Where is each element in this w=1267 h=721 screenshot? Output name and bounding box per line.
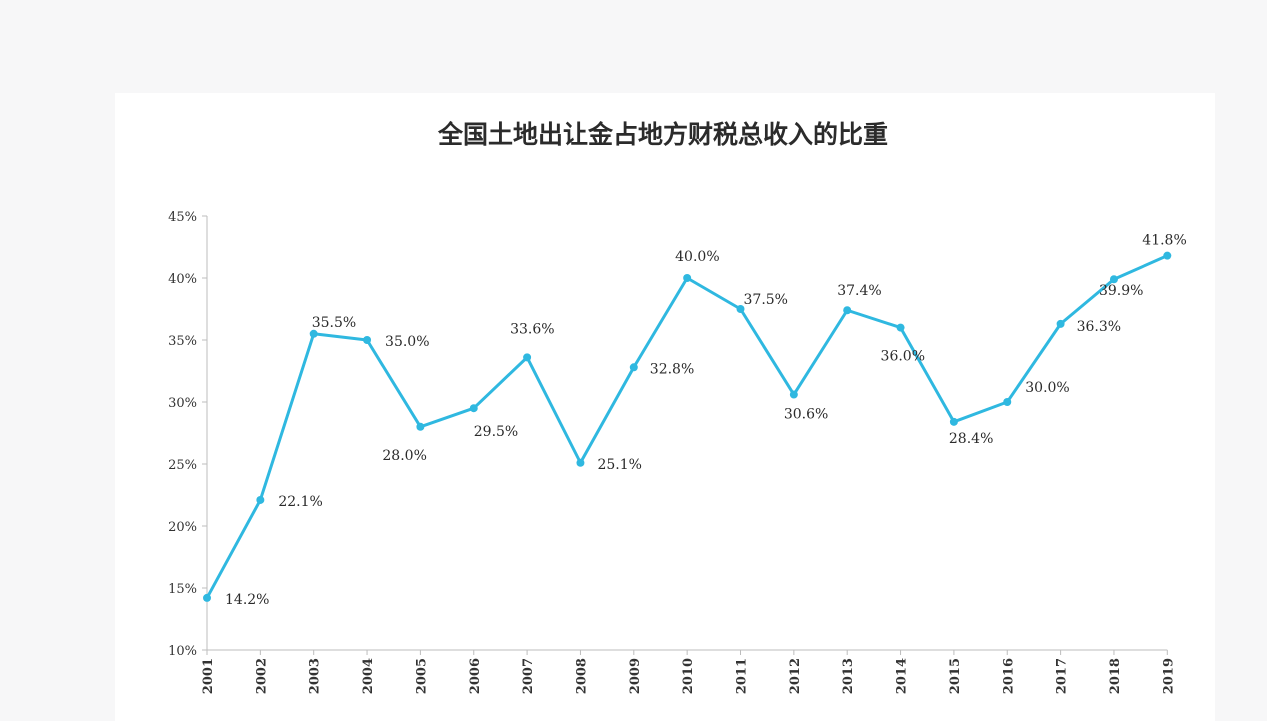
x-tick-label: 2018 bbox=[1108, 658, 1123, 694]
y-tick-label: 40% bbox=[168, 272, 197, 287]
x-tick-label: 2001 bbox=[201, 658, 216, 694]
x-tick-label: 2004 bbox=[361, 658, 376, 694]
data-label: 35.5% bbox=[312, 315, 356, 331]
data-label: 39.9% bbox=[1099, 283, 1143, 299]
x-tick-label: 2011 bbox=[735, 658, 750, 694]
data-label: 33.6% bbox=[510, 321, 554, 337]
data-label: 36.3% bbox=[1077, 319, 1121, 335]
data-point bbox=[843, 306, 852, 315]
data-label: 28.4% bbox=[949, 431, 993, 447]
chart-panel bbox=[115, 93, 1215, 721]
x-tick-label: 2014 bbox=[895, 658, 910, 694]
series-group bbox=[203, 251, 1172, 602]
y-tick-label: 45% bbox=[168, 210, 197, 225]
x-tick-label: 2003 bbox=[308, 658, 323, 694]
y-tick-label: 30% bbox=[168, 396, 197, 411]
data-point bbox=[363, 336, 372, 344]
x-tick-label: 2007 bbox=[521, 658, 536, 694]
data-point bbox=[469, 404, 478, 413]
data-label: 14.2% bbox=[225, 592, 269, 608]
x-tick-label: 2012 bbox=[788, 658, 803, 694]
data-label: 41.8% bbox=[1142, 233, 1186, 249]
y-tick-label: 15% bbox=[168, 582, 197, 597]
data-point bbox=[789, 390, 798, 399]
data-label: 40.0% bbox=[675, 249, 719, 265]
data-point bbox=[576, 458, 585, 467]
x-tick-label: 2019 bbox=[1161, 658, 1176, 694]
data-point bbox=[1003, 398, 1012, 406]
data-labels: 14.2% 22.1% 35.5% 35.0% 28.0% 29.5% 33.6% 25.1%… bbox=[225, 233, 1187, 608]
data-label: 37.4% bbox=[837, 283, 881, 299]
x-tick-label: 2005 bbox=[414, 658, 429, 694]
y-tick-label: 25% bbox=[168, 458, 197, 473]
data-point bbox=[1163, 251, 1172, 260]
data-label: 36.0% bbox=[881, 349, 925, 365]
x-tick-label: 2008 bbox=[574, 658, 589, 694]
data-label: 25.1% bbox=[597, 457, 641, 473]
x-tick-label: 2016 bbox=[1001, 658, 1016, 694]
x-tick-label: 2013 bbox=[841, 658, 856, 694]
data-point bbox=[416, 422, 425, 431]
data-point bbox=[949, 417, 958, 426]
data-point bbox=[523, 353, 532, 362]
y-tick-label: 20% bbox=[168, 520, 197, 535]
data-label: 37.5% bbox=[744, 292, 788, 308]
data-point bbox=[736, 305, 745, 313]
x-tick-label: 2009 bbox=[628, 658, 643, 694]
series-line bbox=[205, 254, 1168, 599]
data-label: 28.0% bbox=[382, 448, 426, 464]
data-label: 30.0% bbox=[1025, 380, 1069, 396]
data-point bbox=[309, 329, 318, 338]
data-point bbox=[203, 593, 211, 602]
y-tick-label: 10% bbox=[168, 644, 197, 659]
data-point bbox=[1056, 319, 1065, 328]
x-tick-label: 2006 bbox=[468, 658, 483, 694]
data-label: 35.0% bbox=[385, 334, 429, 350]
axes: 10% 15% 20% 25% 30% 35% 40% 45% 2001 2002 2003 2004… bbox=[168, 210, 1176, 694]
data-label: 29.5% bbox=[474, 424, 518, 440]
data-point bbox=[1109, 275, 1118, 284]
x-tick-label: 2015 bbox=[948, 658, 963, 694]
x-tick-label: 2017 bbox=[1055, 658, 1070, 694]
data-point bbox=[256, 495, 265, 504]
data-label: 30.6% bbox=[784, 407, 828, 423]
data-point bbox=[896, 323, 905, 332]
y-tick-label: 35% bbox=[168, 334, 197, 349]
data-point bbox=[683, 274, 692, 282]
data-label: 22.1% bbox=[278, 494, 322, 510]
x-tick-label: 2002 bbox=[254, 658, 269, 694]
data-point bbox=[629, 363, 638, 372]
x-tick-label: 2010 bbox=[681, 658, 696, 694]
data-label: 32.8% bbox=[650, 361, 694, 377]
chart-title: 全国土地出让金占地方财税总收入的比重 bbox=[437, 120, 888, 149]
